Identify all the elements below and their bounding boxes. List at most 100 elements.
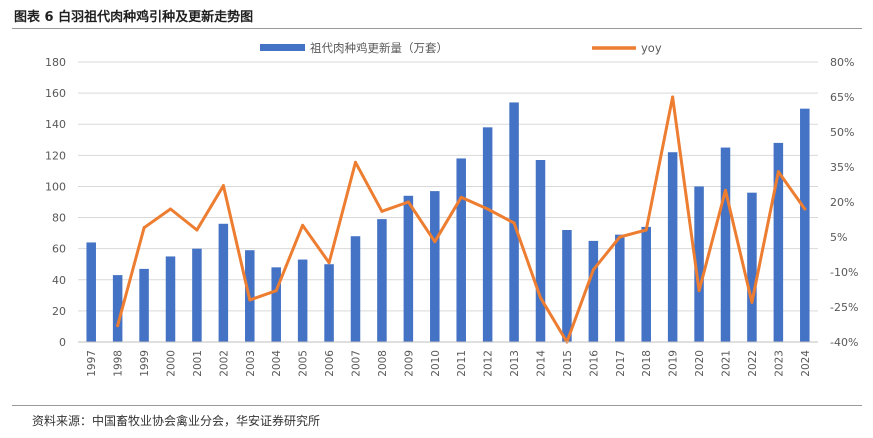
x-tick-label: 1999 [139, 350, 151, 377]
bar-2012 [482, 127, 493, 342]
y-right-tick-label: 65% [830, 91, 854, 104]
yoy-point-2014 [539, 296, 542, 300]
bar-2019 [667, 152, 678, 342]
y-left-tick-label: 60 [52, 243, 66, 256]
y-left-tick-label: 0 [59, 336, 66, 349]
y-right-tick-label: 20% [830, 196, 854, 209]
bar-2015 [562, 230, 572, 342]
yoy-point-2011 [459, 195, 463, 199]
bar-2016 [588, 240, 599, 342]
legend: 祖代肉种鸡更新量（万套） yoy [260, 41, 662, 55]
legend-swatch-bar [260, 44, 305, 51]
x-tick-label: 2020 [694, 350, 706, 377]
yoy-point-2002 [221, 184, 225, 188]
yoy-point-1999 [142, 226, 146, 230]
yoy-point-2003 [248, 298, 252, 302]
bar-2017 [615, 234, 625, 342]
bar-2022 [747, 192, 757, 342]
x-tick-label: 2000 [166, 350, 178, 377]
x-tick-label: 2014 [536, 350, 548, 377]
bar-2014 [535, 160, 546, 342]
x-tick-label: 2021 [721, 350, 733, 377]
x-tick-label: 2009 [403, 350, 415, 377]
x-tick-label: 2024 [800, 350, 812, 377]
y-left-tick-label: 120 [45, 149, 66, 162]
x-tick-label: 2004 [271, 350, 283, 377]
yoy-point-2018 [644, 228, 648, 232]
x-tick-label: 2019 [668, 350, 680, 377]
yoy-point-2009 [406, 200, 410, 204]
y-left-tick-label: 140 [45, 118, 66, 131]
x-tick-label: 2023 [773, 350, 785, 377]
yoy-point-2020 [697, 289, 701, 293]
line-series [116, 95, 807, 344]
yoy-point-2021 [724, 188, 727, 192]
yoy-point-2000 [169, 207, 172, 211]
yoy-point-2022 [750, 300, 754, 304]
y-right-tick-label: -10% [830, 266, 858, 279]
yoy-point-2001 [195, 228, 199, 232]
x-tick-label: 2008 [377, 350, 389, 377]
x-tick-label: 2022 [747, 350, 759, 377]
yoy-point-2016 [591, 268, 595, 272]
y-left-tick-label: 80 [52, 212, 66, 225]
bar-2005 [297, 259, 308, 342]
bar-2023 [773, 142, 784, 342]
yoy-point-2024 [803, 207, 807, 211]
axes: 0 20 40 60 80 100 120 140 160 180 -40% -25% -10% 5% 20… [45, 56, 858, 377]
bar-2020 [694, 186, 704, 342]
chart-svg: 0 20 40 60 80 100 120 140 160 180 -40% -25% -10% 5% 20… [45, 41, 858, 377]
x-tick-label: 2002 [218, 350, 230, 377]
yoy-point-2007 [354, 160, 357, 164]
legend-label-line: yoy [641, 41, 662, 55]
y-left-tick-label: 160 [45, 87, 66, 100]
y-right-tick-label: -40% [830, 336, 858, 349]
x-tick-label: 2006 [324, 350, 336, 377]
bar-2008 [377, 219, 387, 342]
yoy-point-2012 [486, 207, 490, 211]
bar-2018 [641, 226, 651, 342]
bar-2000 [165, 256, 176, 342]
bar-2009 [403, 195, 414, 342]
bar-2002 [218, 223, 229, 342]
x-tick-label: 2016 [588, 350, 600, 377]
yoy-point-2004 [274, 289, 278, 293]
x-tick-label: 2001 [192, 350, 204, 377]
bar-1998 [112, 275, 123, 342]
bar-2024 [800, 108, 810, 343]
y-right-tick-label: 5% [830, 231, 847, 244]
yoy-point-2023 [776, 170, 780, 174]
bar-2021 [720, 147, 731, 342]
bar-1999 [139, 268, 149, 342]
source-note: 资料来源：中国畜牧业协会禽业分会，华安证券研究所 [32, 414, 321, 428]
y-left-tick-label: 40 [52, 274, 66, 287]
bar-1997 [86, 242, 96, 342]
bar-2010 [430, 191, 440, 342]
x-tick-label: 2010 [430, 350, 442, 377]
x-tick-label: 2007 [351, 350, 363, 377]
y-right-tick-label: 35% [830, 161, 854, 174]
x-tick-label: 2005 [298, 350, 310, 377]
y-right-tick-label: 80% [830, 56, 854, 69]
bottom-rule [12, 405, 862, 406]
figure-title: 图表 6 白羽祖代肉种鸡引种及更新走势图 [14, 10, 254, 25]
x-tick-label: 2003 [245, 350, 257, 377]
top-rule [12, 28, 862, 29]
x-tick-label: 2017 [615, 350, 627, 377]
legend-label-bar: 祖代肉种鸡更新量（万套） [310, 41, 448, 55]
yoy-point-2019 [671, 95, 675, 99]
x-tick-label: 2011 [456, 350, 468, 377]
yoy-point-2006 [327, 261, 331, 265]
bar-2011 [456, 158, 466, 342]
yoy-point-2017 [618, 235, 622, 239]
yoy-point-2008 [380, 209, 384, 213]
bar-2004 [271, 267, 281, 342]
y-left-tick-label: 100 [45, 180, 66, 193]
y-right-tick-label: -25% [830, 301, 858, 314]
yoy-point-2013 [512, 221, 516, 225]
grid-lines [78, 61, 818, 343]
bar-2007 [350, 236, 361, 342]
yoy-point-1998 [116, 324, 120, 328]
x-tick-label: 2015 [562, 350, 574, 377]
bar-2001 [192, 248, 202, 342]
